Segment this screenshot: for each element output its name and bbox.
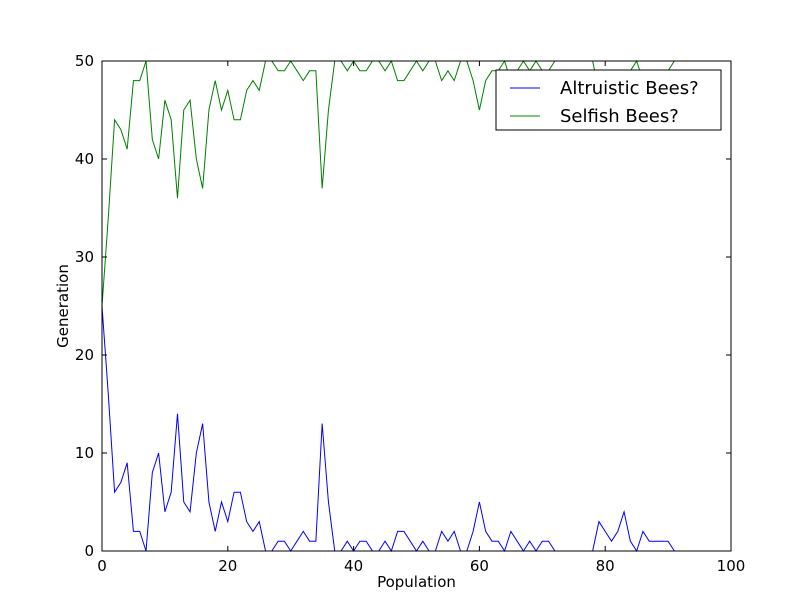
y-tick-label: 50: [75, 52, 94, 70]
plot-area: [102, 61, 731, 551]
x-tick-label: 20: [218, 557, 237, 575]
y-tick-label: 10: [75, 444, 94, 462]
y-tick-label: 0: [84, 542, 94, 560]
axis-ticks: 0 20 40 60 80 100 0 10 20 30 40 50: [75, 52, 745, 575]
y-tick-label: 20: [75, 346, 94, 364]
legend-label-altruistic: Altruistic Bees?: [560, 78, 699, 99]
x-axis-label: Population: [377, 573, 456, 591]
legend-label-selfish: Selfish Bees?: [560, 106, 679, 127]
x-tick-label: 60: [470, 557, 489, 575]
x-tick-label: 80: [596, 557, 615, 575]
y-tick-label: 30: [75, 248, 94, 266]
x-tick-label: 0: [97, 557, 107, 575]
y-axis-label: Generation: [54, 264, 72, 348]
plot-frame: [101, 60, 732, 552]
y-tick-label: 40: [75, 150, 94, 168]
x-tick-label: 100: [717, 557, 746, 575]
legend-box: [495, 69, 722, 131]
x-tick-label: 40: [344, 557, 363, 575]
legend: Altruistic Bees? Selfish Bees?: [495, 69, 722, 131]
